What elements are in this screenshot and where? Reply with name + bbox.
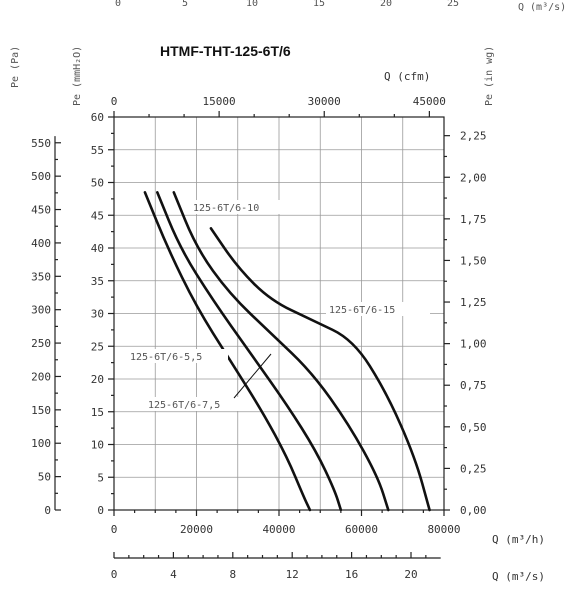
svg-text:125-6T/6-15: 125-6T/6-15	[329, 305, 395, 316]
pa-tick-label: 150	[31, 404, 51, 417]
chart-title: HTMF-THT-125-6T/6	[160, 43, 291, 59]
pa-axis-label: Pe (Pa)	[10, 46, 21, 88]
mmh2o-tick-label: 50	[91, 177, 104, 190]
top-axis-tick-label: 0	[115, 0, 121, 9]
pa-tick-label: 350	[31, 270, 51, 283]
inwg-tick-label: 2,00	[460, 171, 487, 184]
series-7-5-leader-line	[233, 353, 272, 399]
curves	[143, 191, 431, 512]
svg-text:125-6T/6-7,5: 125-6T/6-7,5	[148, 400, 220, 411]
x-tick-label: 60000	[345, 523, 378, 536]
pa-tick-label: 500	[31, 170, 51, 183]
series-label-7-5: 125-6T/6-7,5	[147, 397, 239, 411]
series-label-15: 125-6T/6-15	[326, 302, 430, 316]
top-axis-tick-label: 20	[380, 0, 392, 9]
mmh2o-tick-label: 10	[91, 439, 104, 452]
pa-tick-label: 100	[31, 437, 51, 450]
x-tick-label: 0	[111, 523, 118, 536]
x-tick-label: 80000	[427, 523, 460, 536]
inwg-tick-label: 0,50	[460, 421, 487, 434]
mmh2o-tick-label: 55	[91, 144, 104, 157]
inwg-tick-label: 1,25	[460, 296, 487, 309]
pa-tick-label: 450	[31, 204, 51, 217]
x-tick-label: 20000	[180, 523, 213, 536]
series-curve-3	[209, 227, 431, 512]
top-axis-tick-label: 25	[447, 0, 459, 9]
inwg-tick-label: 1,75	[460, 213, 487, 226]
series-curve-1	[156, 191, 343, 512]
inwg-tick-label: 2,25	[460, 130, 487, 143]
bottom-tick-label: 8	[229, 568, 236, 581]
pa-tick-label: 300	[31, 304, 51, 317]
series-curve-0	[143, 191, 312, 512]
inwg-tick-label: 0,25	[460, 462, 487, 475]
mmh2o-tick-label: 45	[91, 209, 104, 222]
cfm-tick-label: 30000	[308, 95, 341, 108]
bottom-axis-label: Q (m³/s)	[492, 570, 545, 583]
inwg-tick-label: 1,50	[460, 254, 487, 267]
mmh2o-tick-label: 35	[91, 275, 104, 288]
inwg-axis-label: Pe (in wg)	[484, 46, 495, 106]
top-axis-tick-label: 15	[313, 0, 325, 9]
series-label-5-5: 125-6T/6-5,5	[128, 349, 228, 363]
top-axis-tick-label: 5	[182, 0, 188, 9]
pa-tick-label: 550	[31, 137, 51, 150]
inwg-tick-label: 0,75	[460, 379, 487, 392]
pa-tick-label: 50	[38, 471, 51, 484]
pa-tick-label: 400	[31, 237, 51, 250]
mmh2o-axis-label: Pe (mmH₂O)	[72, 46, 83, 106]
cfm-tick-label: 15000	[203, 95, 236, 108]
bottom-tick-label: 20	[404, 568, 417, 581]
mmh2o-tick-label: 25	[91, 340, 104, 353]
mmh2o-tick-label: 40	[91, 242, 104, 255]
svg-text:125-6T/6-10: 125-6T/6-10	[193, 203, 259, 214]
top-axis-label: Q (m³/s)	[518, 2, 566, 13]
svg-text:125-6T/6-5,5: 125-6T/6-5,5	[130, 352, 202, 363]
x-axis-label: Q (m³/h)	[492, 533, 545, 546]
bottom-tick-label: 4	[170, 568, 177, 581]
series-label-10: 125-6T/6-10	[190, 200, 292, 214]
cfm-axis-label: Q (cfm)	[384, 70, 430, 83]
axes: 0510152025303540455055600501001502002503…	[31, 0, 486, 581]
mmh2o-tick-label: 0	[97, 504, 104, 517]
pa-tick-label: 200	[31, 370, 51, 383]
inwg-tick-label: 0,00	[460, 504, 487, 517]
series-curve-2	[172, 191, 390, 512]
pa-tick-label: 0	[44, 504, 51, 517]
cfm-tick-label: 45000	[413, 95, 446, 108]
mmh2o-tick-label: 20	[91, 373, 104, 386]
mmh2o-tick-label: 5	[97, 471, 104, 484]
pa-tick-label: 250	[31, 337, 51, 350]
bottom-tick-label: 16	[345, 568, 358, 581]
bottom-tick-label: 0	[111, 568, 118, 581]
mmh2o-tick-label: 30	[91, 308, 104, 321]
x-tick-label: 40000	[262, 523, 295, 536]
mmh2o-tick-label: 15	[91, 406, 104, 419]
cfm-tick-label: 0	[111, 95, 118, 108]
top-axis-tick-label: 10	[246, 0, 258, 9]
inwg-tick-label: 1,00	[460, 338, 487, 351]
mmh2o-tick-label: 60	[91, 111, 104, 124]
bottom-tick-label: 12	[286, 568, 299, 581]
